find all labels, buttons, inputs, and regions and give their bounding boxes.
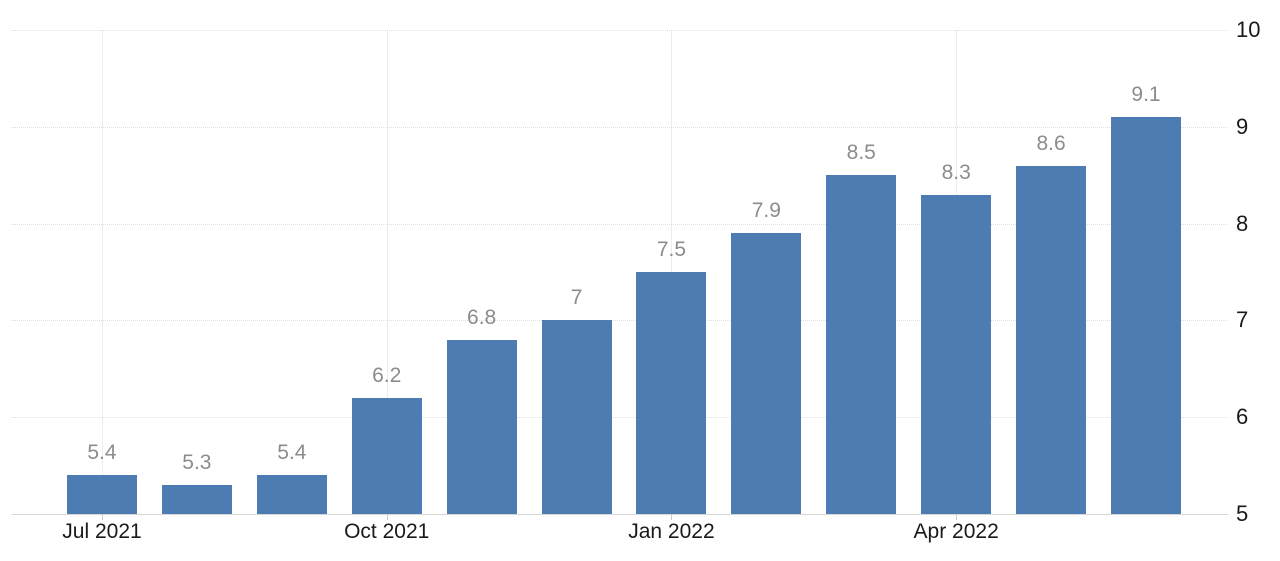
chart-bar-jan-2022[interactable] [636,272,707,514]
chart-bar-jul-2021[interactable] [67,475,137,514]
bar-value-label: 9.1 [1131,83,1161,107]
chart-bar-apr-2022[interactable] [921,194,992,514]
h-gridline-9 [12,126,1228,128]
chart-bar-feb-2022[interactable] [731,233,802,514]
chart-bar-aug-2021[interactable] [161,484,232,514]
x-axis-tick-label: Jan 2022 [628,520,715,543]
y-axis-tick-label: 6 [1236,404,1249,430]
bar-value-label: 5.4 [277,441,307,465]
y-axis-tick-label: 5 [1236,501,1249,526]
chart-bar-mar-2022[interactable] [826,175,897,514]
y-axis-tick-label: 8 [1236,210,1249,236]
bar-value-label: 7.9 [751,199,781,223]
chart-bar-nov-2021[interactable] [446,339,517,514]
bar-value-label: 6.2 [372,363,402,387]
bar-value-label: 8.3 [941,160,971,184]
chart-bar-dec-2021[interactable] [541,320,612,514]
x-axis-tick-label: Oct 2021 [344,520,430,543]
bar-value-label: 7 [570,286,583,310]
chart-bar-may-2022[interactable] [1016,165,1087,514]
chart-bar-jun-2022[interactable] [1111,117,1181,514]
h-gridline-6 [12,417,1228,419]
chart-bar-oct-2021[interactable] [351,397,422,514]
h-gridline-8 [12,223,1228,225]
bar-value-label: 8.5 [846,141,876,165]
x-axis-tick-mark [671,514,673,520]
bar-value-label: 7.5 [656,238,687,261]
v-gridline-oct-2021 [386,30,388,514]
x-axis-tick-label: Apr 2022 [913,520,999,543]
x-axis-tick-mark [956,514,958,520]
bar-value-label: 6.8 [467,305,497,329]
chart-bar-sep-2021[interactable] [256,475,327,514]
x-axis-baseline [12,514,1228,515]
x-axis-tick-label: Jul 2021 [62,520,142,543]
x-axis-tick-mark [102,514,103,520]
v-gridline-jul-2021 [102,30,103,514]
x-axis-tick-mark [386,514,388,520]
y-axis-tick-label: 10 [1236,17,1261,42]
bar-value-label: 8.6 [1036,131,1066,155]
y-axis-tick-label: 9 [1236,113,1249,139]
bar-value-label: 5.3 [182,450,212,474]
plot-area: 5.4 5.3 5.4 6.2 6.8 7 7.5 7.9 8.5 8.3 8.6 9.1 [12,30,1228,515]
h-gridline-10 [12,30,1228,31]
bar-value-label: 5.4 [87,441,117,465]
h-gridline-7 [12,320,1228,322]
y-axis-tick-label: 7 [1236,307,1249,333]
